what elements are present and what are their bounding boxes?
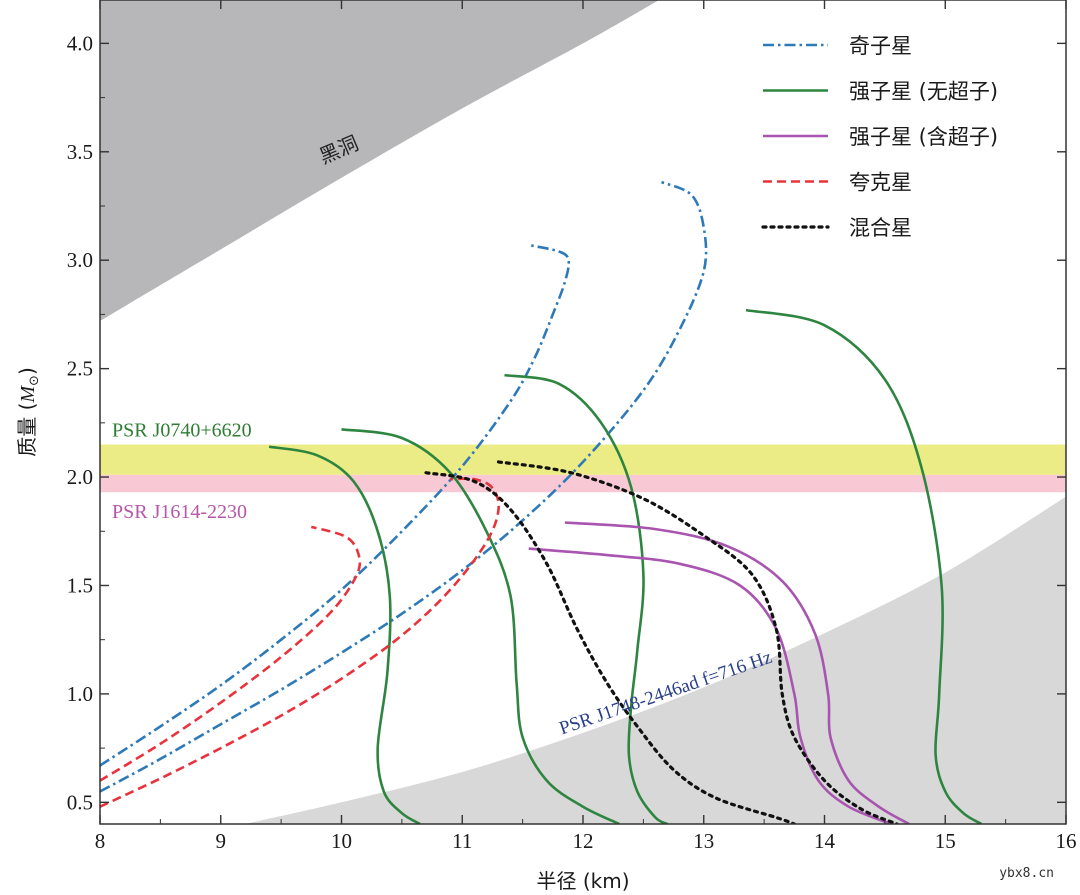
series-line-10 — [424, 471, 796, 824]
x-tick-label: 13 — [693, 829, 714, 853]
y-tick-label: 1.0 — [67, 682, 93, 706]
x-tick-label: 14 — [814, 829, 836, 853]
y-axis-label: 质量 (M⊙) — [15, 367, 42, 457]
x-tick-label: 15 — [935, 829, 956, 853]
legend-label: 强子星 (无超子) — [849, 80, 998, 104]
x-tick-label: 16 — [1056, 829, 1077, 853]
series-line-6 — [528, 547, 892, 824]
band-label-j0740: PSR J0740+6620 — [112, 420, 252, 442]
band-j1614 — [100, 474, 1066, 493]
y-tick-label: 3.0 — [67, 248, 93, 272]
x-tick-label: 11 — [452, 829, 472, 853]
series-line-9 — [100, 477, 500, 808]
y-tick-label: 2.0 — [67, 465, 93, 489]
black-hole-region — [100, 0, 660, 321]
causality-region — [244, 496, 1066, 824]
regions — [100, 0, 1066, 824]
y-tick-label: 2.5 — [67, 357, 93, 381]
series-layer — [100, 180, 983, 824]
ticks: 8 9 10 11 12 13 14 15 16 0.5 1.0 1.5 2.0 2.5 3.0 3.5 4.0 — [67, 0, 1077, 853]
series-line-3 — [341, 428, 620, 824]
legend-label: 强子星 (含超子) — [849, 125, 998, 149]
x-tick-label: 9 — [216, 829, 227, 853]
series-line-4 — [504, 373, 669, 824]
series-line-7 — [564, 521, 910, 824]
series-line-8 — [100, 525, 362, 782]
bands: PSR J0740+6620 PSR J1614-2230 — [100, 420, 1066, 523]
legend-label: 奇子星 — [849, 34, 912, 58]
series-line-5 — [745, 308, 983, 824]
x-tick-label: 10 — [331, 829, 352, 853]
x-tick-label: 12 — [573, 829, 594, 853]
band-j0740 — [100, 444, 1066, 475]
series-line-0 — [100, 243, 571, 767]
band-label-j1614: PSR J1614-2230 — [112, 501, 247, 523]
x-axis-label: 半径 (km) — [536, 869, 629, 893]
y-tick-label: 1.5 — [67, 573, 93, 597]
series-line-11 — [496, 460, 899, 824]
series-line-2 — [268, 445, 421, 824]
legend-label: 夸克星 — [849, 171, 912, 195]
series-line-1 — [100, 180, 708, 793]
y-tick-label: 3.5 — [67, 140, 93, 164]
y-tick-label: 0.5 — [67, 790, 93, 814]
legend-label: 混合星 — [849, 216, 912, 240]
x-tick-label: 8 — [95, 829, 106, 853]
y-tick-label: 4.0 — [67, 31, 93, 55]
watermark: ybx8.cn — [999, 866, 1054, 881]
